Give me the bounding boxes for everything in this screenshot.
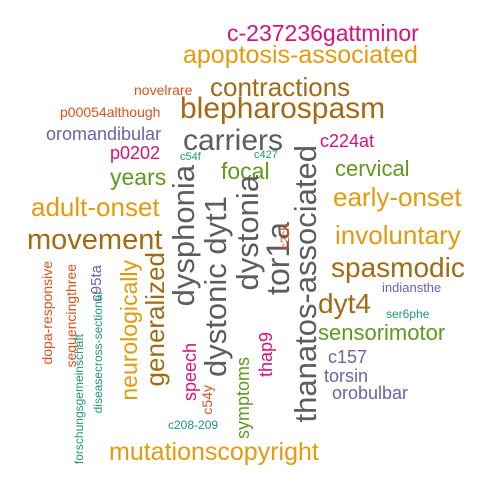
word-torsin[interactable]: torsin — [324, 366, 369, 386]
word-p0202[interactable]: p0202 — [110, 143, 161, 163]
word-diseasecross-sectional[interactable]: diseasecross-sectional — [91, 292, 105, 414]
word-contractions[interactable]: contractions — [210, 72, 351, 102]
word-dysphonia[interactable]: dysphonia — [166, 165, 201, 307]
word-thanatos-associated[interactable]: thanatos-associated — [288, 145, 323, 423]
word-p00054although[interactable]: p00054although — [60, 104, 161, 120]
word-c157[interactable]: c157 — [328, 347, 368, 367]
word-cervical[interactable]: cervical — [335, 156, 410, 181]
word-c2ch[interactable]: c2ch — [278, 224, 292, 250]
word-focal[interactable]: focal — [221, 158, 270, 184]
word-blepharospasm[interactable]: blepharospasm — [180, 92, 386, 125]
word-involuntary[interactable]: involuntary — [335, 220, 461, 250]
word-c54f[interactable]: c54f — [180, 151, 201, 163]
word-ser6phe[interactable]: ser6phe — [386, 307, 430, 321]
word-mutationscopyright[interactable]: mutationscopyright — [109, 438, 319, 466]
word-apoptosis-associated[interactable]: apoptosis-associated — [183, 41, 418, 69]
word-orobulbar[interactable]: orobulbar — [332, 383, 409, 403]
word-movement[interactable]: movement — [27, 224, 163, 256]
word-dystonic-dyt1[interactable]: dystonic dyt1 — [198, 196, 233, 377]
word-carriers[interactable]: carriers — [183, 124, 284, 157]
word-dyt4[interactable]: dyt4 — [318, 288, 371, 319]
word-oromandibular[interactable]: oromandibular — [46, 124, 162, 144]
word-novelrare[interactable]: novelrare — [134, 82, 193, 98]
word-symptoms[interactable]: symptoms — [233, 357, 253, 440]
word-spasmodic[interactable]: spasmodic — [331, 252, 465, 283]
word-c427[interactable]: c427 — [254, 149, 278, 161]
word-c-237236gattminor[interactable]: c-237236gattminor — [227, 20, 419, 46]
word-years[interactable]: years — [110, 164, 167, 190]
word-c224at[interactable]: c224at — [320, 131, 375, 151]
word-speech[interactable]: speech — [180, 343, 200, 402]
word-indiansthe[interactable]: indiansthe — [382, 280, 442, 295]
word-c208-209[interactable]: c208-209 — [168, 418, 219, 432]
word-dystonia[interactable]: dystonia — [230, 175, 265, 291]
word-thap9[interactable]: thap9 — [256, 332, 276, 378]
word-forschungsgemeinschaft[interactable]: forschungsgemeinschaft — [72, 334, 86, 465]
word-adult-onset[interactable]: adult-onset — [31, 192, 160, 222]
word-c54y[interactable]: c54y — [199, 385, 215, 415]
word-sensorimotor[interactable]: sensorimotor — [318, 320, 446, 345]
word-early-onset[interactable]: early-onset — [333, 182, 462, 212]
word-neurologically[interactable]: neurologically — [116, 260, 142, 401]
word-dopa-responsive[interactable]: dopa-responsive — [39, 261, 55, 365]
word-generalized[interactable]: generalized — [140, 252, 170, 387]
